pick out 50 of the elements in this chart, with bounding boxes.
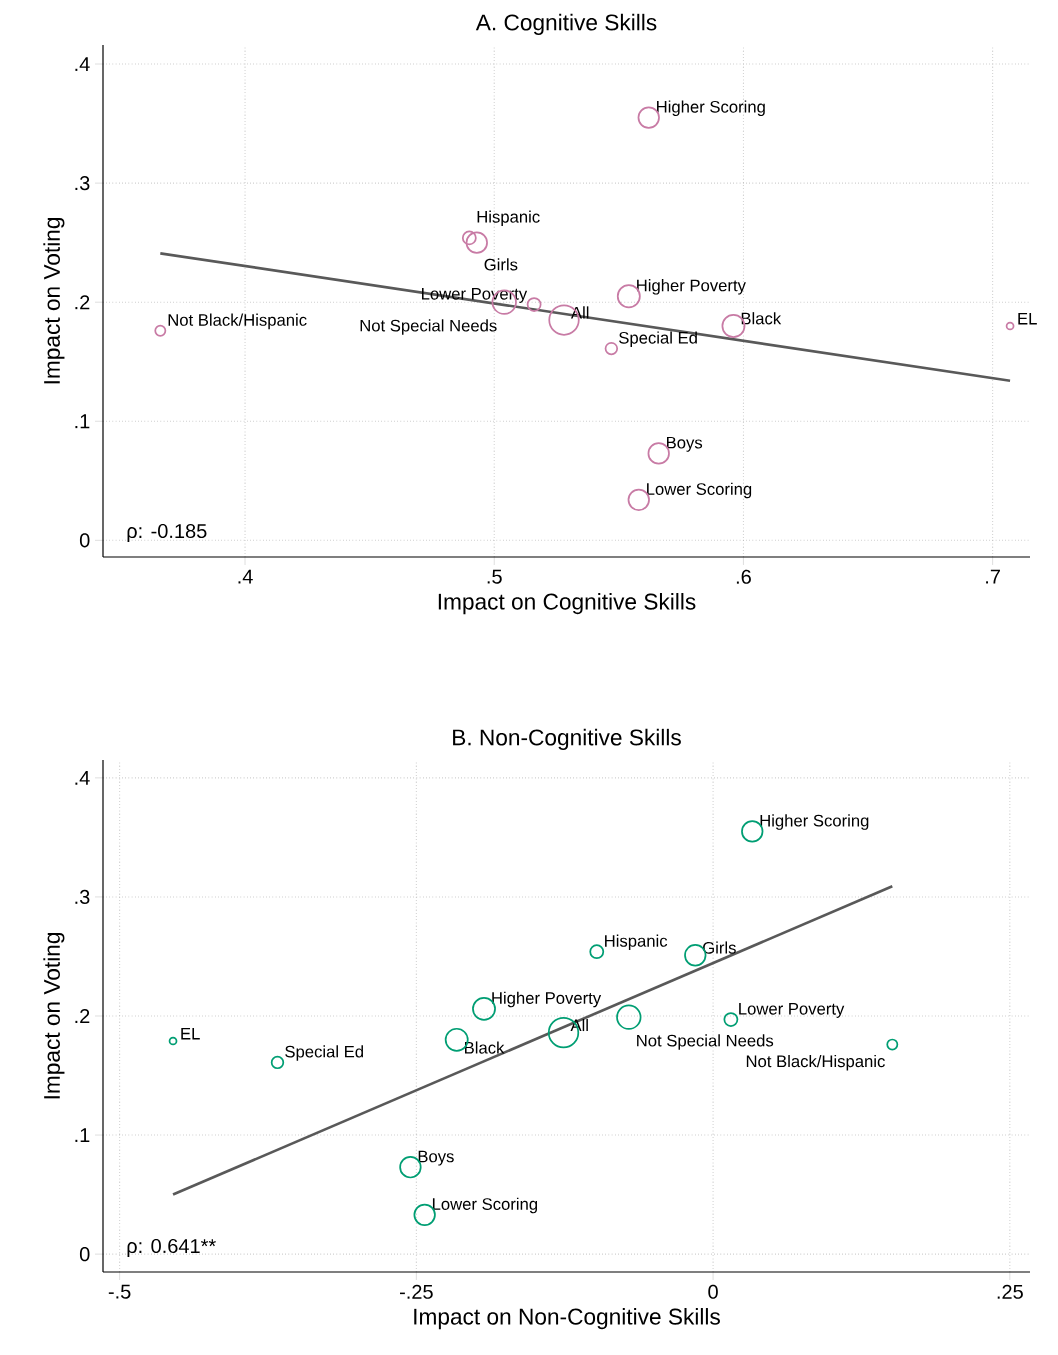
- annotation: Lower Poverty: [739, 1003, 845, 1018]
- annotation: Hispanic: [605, 934, 668, 951]
- x-axis-title: Impact on Non-Cognitive Skills: [414, 1308, 720, 1330]
- y-tick-label: 0: [79, 1247, 90, 1262]
- x-tick-label: .7: [986, 569, 1000, 584]
- annotation: Lower Scoring: [647, 482, 752, 499]
- x-tick-label: .5: [487, 569, 502, 584]
- annotation: Special Ed: [619, 331, 697, 348]
- y-tick-label: .4: [75, 770, 90, 785]
- annotation: Not Black/Hispanic: [746, 1054, 885, 1071]
- x-tick-label: -.25: [400, 1284, 433, 1299]
- annotation: EL: [1018, 312, 1037, 325]
- y-tick-label: 0: [79, 533, 90, 548]
- x-tick-label: -.5: [108, 1284, 131, 1299]
- annotation: Black: [741, 312, 782, 325]
- annotation: ρ: -0.185: [127, 523, 207, 543]
- annotation: Boys: [667, 436, 703, 452]
- annotation: Boys: [418, 1150, 454, 1166]
- chart-title: A. Cognitive Skills: [475, 13, 657, 35]
- annotation: ρ: 0.641**: [127, 1238, 216, 1258]
- y-tick-label: .2: [75, 1009, 90, 1023]
- annotation: Special Ed: [285, 1045, 363, 1061]
- x-tick-label: .6: [736, 569, 751, 584]
- annotation: Higher Poverty: [637, 279, 746, 295]
- y-tick-label: .1: [75, 1128, 90, 1142]
- x-tick-label: .4: [238, 569, 253, 584]
- y-tick-label: .4: [75, 57, 90, 71]
- y-axis-title: Impact on Voting: [43, 933, 65, 1099]
- annotation: Not Special Needs: [360, 319, 497, 335]
- x-tick-label: 0: [708, 1284, 718, 1299]
- annotation: Higher Scoring: [657, 100, 765, 117]
- annotation: EL: [181, 1027, 200, 1040]
- annotation: Higher Scoring: [760, 814, 869, 830]
- annotation: Hispanic: [477, 210, 540, 227]
- annotation: Girls: [484, 258, 518, 271]
- annotation: Not Special Needs: [637, 1034, 774, 1050]
- y-tick-label: .1: [75, 414, 90, 429]
- x-tick-label: .25: [997, 1284, 1023, 1299]
- annotation: Black: [465, 1041, 505, 1054]
- annotation: Lower Scoring: [432, 1197, 538, 1214]
- y-tick-label: .2: [75, 295, 90, 310]
- x-axis-title: Impact on Cognitive Skills: [438, 593, 696, 615]
- y-tick-label: .3: [75, 889, 90, 904]
- annotation: Not Black/Hispanic: [168, 313, 307, 330]
- y-tick-label: .3: [75, 176, 90, 191]
- y-axis-title: Impact on Voting: [43, 218, 65, 384]
- annotation: Higher Poverty: [492, 991, 602, 1008]
- chart-title: B. Non-Cognitive Skills: [453, 728, 681, 750]
- annotation: All: [570, 306, 589, 319]
- annotation: Girls: [703, 941, 736, 954]
